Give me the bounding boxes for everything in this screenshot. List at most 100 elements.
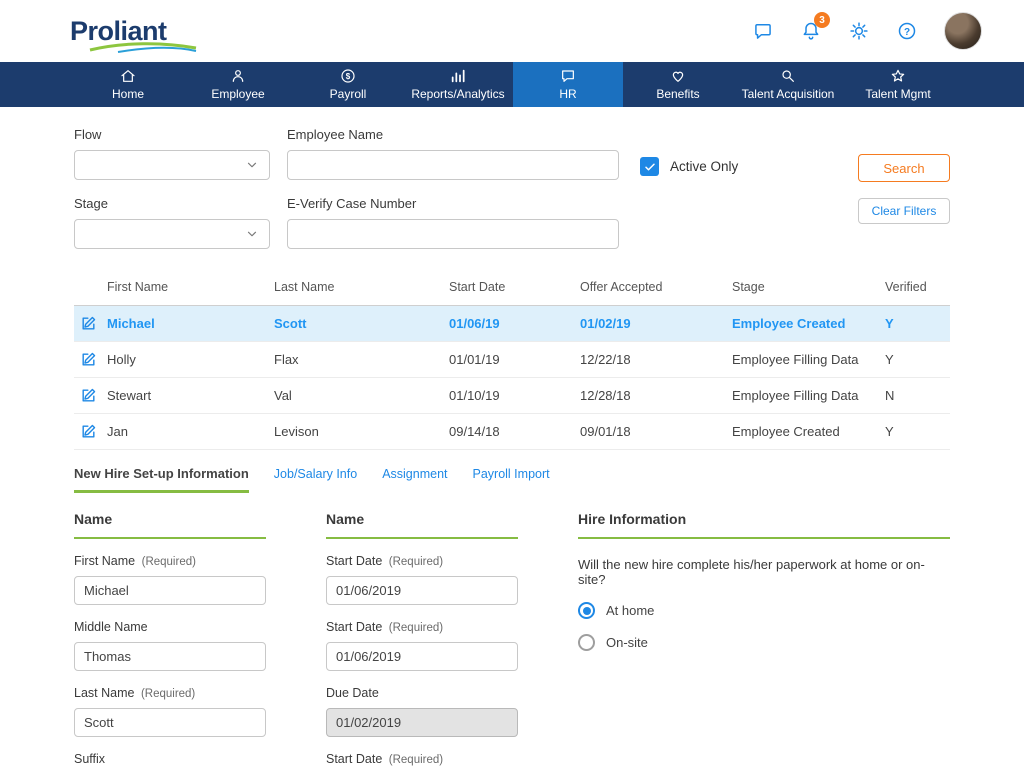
nav-tab-employee[interactable]: Employee: [183, 62, 293, 107]
nav-tab-benefits[interactable]: Benefits: [623, 62, 733, 107]
search-button[interactable]: Search: [858, 154, 950, 182]
table-row[interactable]: Holly Flax 01/01/19 12/22/18 Employee Fi…: [74, 342, 950, 378]
cell-last-name: Scott: [274, 316, 307, 331]
flow-label: Flow: [74, 127, 102, 142]
cell-last-name: Val: [274, 388, 292, 403]
stage-select[interactable]: [74, 219, 270, 249]
flow-select[interactable]: [74, 150, 270, 180]
column-header-offer-accepted: Offer Accepted: [580, 280, 663, 294]
nav-tab-label: Employee: [211, 87, 265, 101]
tab-assignment[interactable]: Assignment: [382, 467, 448, 481]
radio-label: At home: [606, 603, 655, 618]
notifications-bell-icon[interactable]: 3: [800, 12, 830, 42]
detail-tabs: New Hire Set-up Information Job/Salary I…: [74, 466, 950, 493]
nav-tab-label: Reports/Analytics: [411, 87, 505, 101]
heart-icon: [672, 71, 684, 82]
employee-name-input[interactable]: [298, 157, 608, 173]
settings-gear-icon[interactable]: [848, 20, 870, 42]
cell-first-name: Stewart: [107, 388, 152, 403]
edit-row-icon[interactable]: [80, 351, 97, 368]
clear-filters-button[interactable]: Clear Filters: [858, 198, 950, 224]
cell-stage: Employee Filling Data: [732, 388, 859, 403]
radio-button[interactable]: [578, 634, 595, 651]
hr-chat-square-icon: [562, 70, 574, 82]
stage-label: Stage: [74, 196, 108, 211]
middle-name-input[interactable]: [74, 642, 266, 671]
cell-first-name: Michael: [107, 316, 155, 331]
new-hire-form: Name First Name (Required) Middle Name L…: [74, 511, 950, 768]
cell-first-name: Holly: [107, 352, 136, 367]
due-date-input: [326, 708, 518, 737]
middle-name-label: Middle Name: [74, 620, 148, 634]
paperwork-question: Will the new hire complete his/her paper…: [578, 557, 925, 587]
section-title: Name: [74, 511, 266, 539]
radio-on-site[interactable]: On-site: [578, 634, 950, 651]
section-title: Name: [326, 511, 518, 539]
nav-tab-reports-analytics[interactable]: Reports/Analytics: [403, 62, 513, 107]
radio-at-home[interactable]: At home: [578, 602, 950, 619]
nav-tab-label: Benefits: [656, 87, 700, 101]
active-only-toggle[interactable]: Active Only: [640, 157, 841, 176]
nav-tab-talent-acquisition[interactable]: Talent Acquisition: [733, 62, 843, 107]
proliant-logo: Proliant: [70, 15, 197, 53]
edit-row-icon[interactable]: [80, 387, 97, 404]
filter-panel: Flow Employee Name Active Only Search St…: [74, 127, 950, 249]
tab-job-salary-info[interactable]: Job/Salary Info: [273, 467, 358, 481]
name-section: Name First Name (Required) Middle Name L…: [74, 511, 266, 768]
start-date-input-1[interactable]: [326, 576, 518, 605]
cell-stage: Employee Created: [732, 316, 846, 331]
edit-row-icon[interactable]: [80, 423, 97, 440]
column-header-verified: Verified: [885, 280, 927, 294]
hire-information-section: Hire Information Will the new hire compl…: [578, 511, 950, 768]
check-icon: [644, 163, 655, 170]
cell-stage: Employee Filling Data: [732, 352, 859, 367]
chevron-down-icon: [247, 231, 257, 237]
tab-new-hire-setup[interactable]: New Hire Set-up Information: [74, 466, 249, 493]
start-date-label: Start Date (Required): [326, 620, 444, 634]
cell-offer-accepted: 12/22/18: [580, 352, 631, 367]
cell-start-date: 01/10/19: [449, 388, 500, 403]
table-row[interactable]: Jan Levison 09/14/18 09/01/18 Employee C…: [74, 414, 950, 450]
main-nav: Home Employee $ Payroll Reports/Analytic…: [0, 62, 1024, 107]
nav-tab-payroll[interactable]: $ Payroll: [293, 62, 403, 107]
start-date-input-2[interactable]: [326, 642, 518, 671]
start-date-label: Start Date (Required): [326, 554, 444, 568]
everify-input[interactable]: [298, 226, 608, 242]
nav-tab-label: Talent Mgmt: [865, 87, 931, 101]
section-title: Hire Information: [578, 511, 950, 539]
chevron-down-icon: [247, 162, 257, 168]
column-header-stage: Stage: [732, 280, 765, 294]
logo-text: Proliant: [70, 15, 167, 46]
tab-payroll-import[interactable]: Payroll Import: [472, 467, 550, 481]
nav-tab-home[interactable]: Home: [73, 62, 183, 107]
nav-tab-talent-mgmt[interactable]: Talent Mgmt: [843, 62, 953, 107]
table-row[interactable]: Stewart Val 01/10/19 12/28/18 Employee F…: [74, 378, 950, 414]
nav-tab-hr[interactable]: HR: [513, 62, 623, 107]
edit-row-icon[interactable]: [80, 315, 97, 332]
magnifier-icon: [782, 70, 794, 82]
last-name-input[interactable]: [74, 708, 266, 737]
svg-text:$: $: [346, 72, 351, 81]
cell-verified: Y: [885, 352, 894, 367]
first-name-input[interactable]: [74, 576, 266, 605]
cell-start-date: 09/14/18: [449, 424, 500, 439]
radio-button-selected[interactable]: [578, 602, 595, 619]
column-header-start-date: Start Date: [449, 280, 506, 294]
app-header: Proliant 3 ?: [0, 0, 1024, 62]
table-row[interactable]: Michael Scott 01/06/19 01/02/19 Employee…: [74, 306, 950, 342]
cell-first-name: Jan: [107, 424, 128, 439]
chat-icon[interactable]: [752, 20, 774, 42]
header-icon-group: 3 ?: [752, 12, 982, 50]
active-only-checkbox[interactable]: [640, 157, 659, 176]
nav-tab-label: Payroll: [329, 87, 367, 101]
nav-tab-label: HR: [559, 87, 577, 101]
help-icon[interactable]: ?: [896, 20, 918, 42]
user-avatar[interactable]: [944, 12, 982, 50]
cell-verified: Y: [885, 424, 894, 439]
radio-label: On-site: [606, 635, 648, 650]
last-name-label: Last Name (Required): [74, 686, 196, 700]
cell-verified: N: [885, 388, 895, 403]
column-header-last-name: Last Name: [274, 280, 335, 294]
nav-tab-label: Home: [111, 87, 144, 101]
notification-badge: 3: [814, 12, 830, 28]
